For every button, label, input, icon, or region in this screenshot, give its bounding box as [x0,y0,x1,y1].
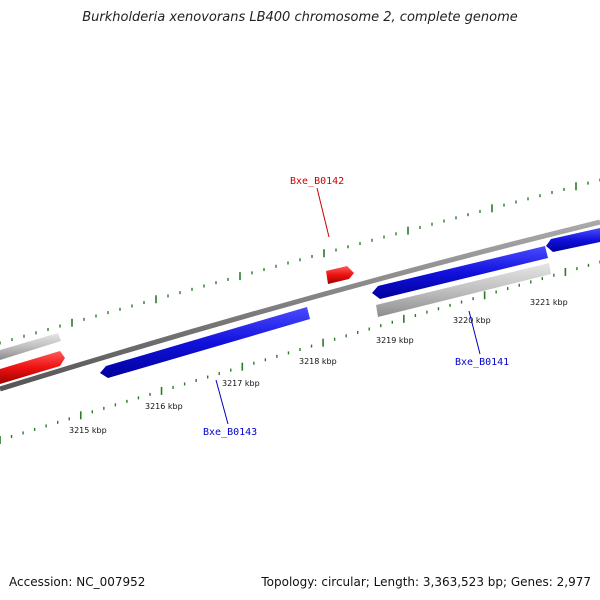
rna-feature-right[interactable] [376,263,551,317]
tick-ring-inner [0,260,600,444]
gene-arrow-bxe-b0141[interactable] [372,246,548,299]
tick-label-3221: 3221 kbp [530,298,568,307]
tick-label-3219: 3219 kbp [376,336,414,345]
genome-backbone [0,219,600,392]
rna-feature-left[interactable] [0,333,61,360]
leader-line-bxe-b0142 [316,187,330,238]
gene-label-bxe-b0142[interactable]: Bxe_B0142 [290,176,344,187]
tick-label-3215: 3215 kbp [69,426,107,435]
accession-text: Accession: NC_007952 [9,575,146,589]
tick-label-3216: 3216 kbp [145,402,183,411]
genome-summary-text: Topology: circular; Length: 3,363,523 bp… [261,575,591,589]
leader-line-bxe-b0143 [215,379,229,425]
tick-ring-outer [0,178,600,345]
gene-label-bxe-b0143[interactable]: Bxe_B0143 [203,427,257,438]
gene-arrow-bxe-b0142[interactable] [326,266,354,284]
leader-line-bxe-b0141 [468,310,481,355]
gene-arrow-forward-left[interactable] [0,351,65,384]
map-title: Burkholderia xenovorans LB400 chromosome… [82,10,518,25]
gene-label-bxe-b0141[interactable]: Bxe_B0141 [455,357,509,368]
tick-label-3217: 3217 kbp [222,379,260,388]
gene-arrow-bxe-b0143[interactable] [100,307,310,378]
gene-arrow-right-edge[interactable] [546,228,600,252]
tick-label-3218: 3218 kbp [299,357,337,366]
